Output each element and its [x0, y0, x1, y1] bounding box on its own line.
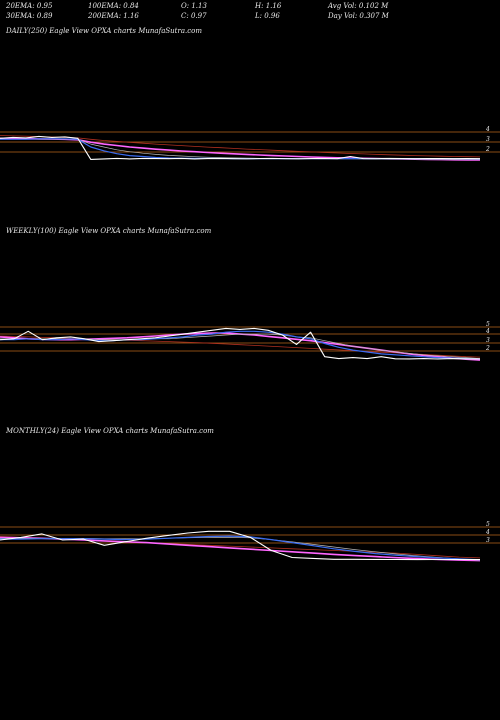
- ema30-line: [0, 333, 481, 359]
- ema30-stat: 30EMA: 0.89: [6, 12, 53, 20]
- ema200-stat: 200EMA: 1.16: [88, 12, 139, 20]
- low-stat: L: 0.96: [255, 12, 280, 20]
- ema100-stat: 100EMA: 0.84: [88, 2, 139, 10]
- avg-vol-stat: Avg Vol: 0.102 M: [328, 2, 389, 10]
- close-stat: C: 0.97: [181, 12, 207, 20]
- monthly-panel-title: MONTHLY(24) Eagle View OPXA charts Munaf…: [6, 427, 214, 435]
- price-line: [0, 530, 480, 561]
- day-vol-stat: Day Vol: 0.307 M: [328, 12, 389, 20]
- level-label: 2: [485, 345, 490, 352]
- ema100-line: [0, 536, 481, 562]
- level-label: 3: [486, 136, 490, 143]
- open-stat: O: 1.13: [181, 2, 207, 10]
- price-line: [0, 135, 481, 160]
- high-stat: H: 1.16: [255, 2, 282, 10]
- ema200-line: [0, 135, 481, 158]
- level-label: 5: [486, 521, 490, 528]
- level-label: 5: [486, 321, 490, 328]
- price-line: [0, 327, 481, 360]
- daily-panel-title: DAILY(250) Eagle View OPXA charts Munafa…: [6, 27, 202, 35]
- ema20-stat: 20EMA: 0.95: [6, 2, 53, 10]
- weekly-panel-title: WEEKLY(100) Eagle View OPXA charts Munaf…: [6, 227, 212, 235]
- stats-header: 20EMA: 0.95 30EMA: 0.89 100EMA: 0.84 200…: [6, 2, 496, 24]
- level-label: 4: [485, 328, 490, 335]
- level-label: 3: [486, 537, 490, 544]
- level-label: 4: [485, 126, 490, 133]
- level-label: 4: [485, 529, 490, 536]
- level-label: 2: [485, 146, 490, 153]
- ema20-line: [0, 330, 481, 360]
- level-label: 3: [486, 337, 490, 344]
